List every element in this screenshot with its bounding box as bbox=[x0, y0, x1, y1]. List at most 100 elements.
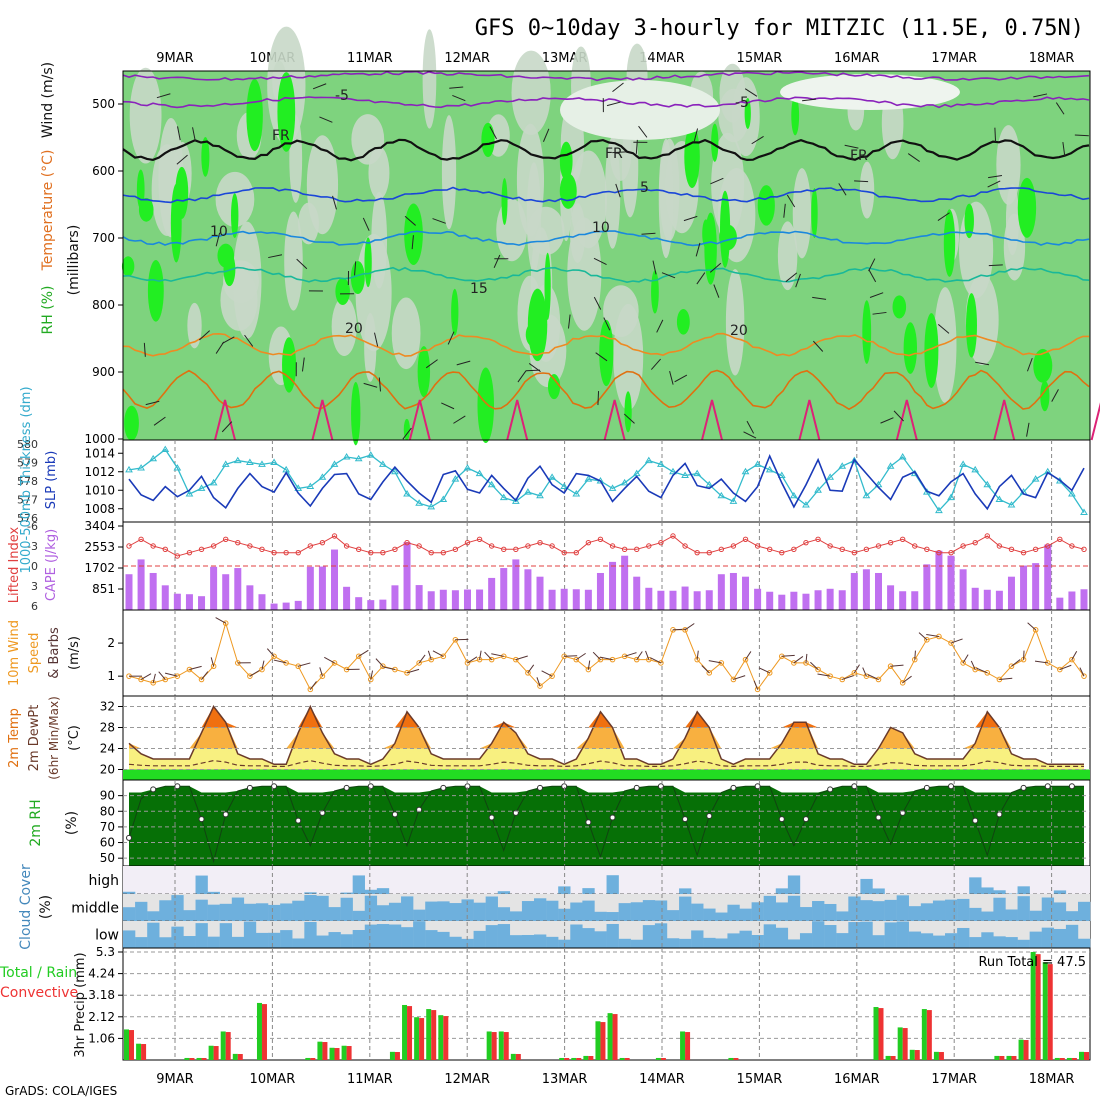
wind-barb bbox=[838, 183, 847, 196]
li-point bbox=[742, 536, 749, 543]
date-label-bottom: 12MAR bbox=[444, 1072, 490, 1087]
contour-label: 5 bbox=[640, 180, 649, 196]
rh-dry-patch bbox=[284, 211, 303, 311]
cape-bar bbox=[778, 594, 786, 610]
cape-bar bbox=[802, 593, 810, 610]
date-label-bottom: 15MAR bbox=[737, 1072, 783, 1087]
li-point bbox=[198, 546, 205, 553]
tick-label: 800 bbox=[92, 298, 115, 312]
li-point bbox=[488, 543, 495, 549]
wind-barb-10m bbox=[914, 650, 916, 660]
li-point bbox=[247, 543, 253, 549]
wind-barb-10m bbox=[515, 655, 528, 661]
li-point bbox=[875, 543, 882, 549]
wind-barb bbox=[713, 284, 720, 298]
cloud-bar bbox=[993, 890, 1006, 894]
precip-conv-bar bbox=[261, 1004, 267, 1060]
cape-bar bbox=[343, 586, 351, 610]
rh-point bbox=[948, 783, 955, 790]
wind-point bbox=[851, 670, 858, 676]
wind-point bbox=[295, 663, 302, 670]
thickness-point bbox=[427, 502, 436, 510]
wind-barb bbox=[221, 336, 235, 344]
wind-point bbox=[283, 660, 289, 666]
contour-30c bbox=[214, 399, 236, 441]
rh-point bbox=[609, 814, 616, 821]
precip-total-bar bbox=[486, 1031, 492, 1060]
li-point bbox=[331, 533, 338, 539]
wind-point bbox=[174, 673, 181, 679]
wind-barb bbox=[802, 98, 817, 102]
wind-barb bbox=[177, 126, 181, 141]
precip-total-bar bbox=[1042, 962, 1048, 1060]
wind-barb-10m bbox=[672, 628, 686, 631]
cape-bar bbox=[596, 572, 604, 610]
wind-point bbox=[948, 640, 954, 646]
wind-point bbox=[440, 653, 447, 660]
cloud-bar bbox=[509, 911, 523, 921]
wind-barb bbox=[669, 371, 674, 385]
wind-point bbox=[960, 660, 966, 666]
wind-barb bbox=[606, 101, 621, 107]
li-point bbox=[476, 536, 483, 543]
wind-barb bbox=[880, 417, 894, 424]
li-point bbox=[851, 549, 858, 556]
cape-bar bbox=[161, 585, 169, 610]
thickness-tick-label: 578 bbox=[17, 475, 38, 488]
cape-bar bbox=[742, 576, 750, 610]
cape-bar bbox=[887, 585, 895, 610]
cape-bar bbox=[754, 588, 762, 610]
wind-point bbox=[646, 656, 652, 663]
wind-barb-10m bbox=[210, 657, 215, 667]
cape-bar bbox=[246, 585, 254, 610]
li-point bbox=[803, 539, 809, 546]
wind-barb bbox=[244, 334, 254, 347]
wind-barb bbox=[153, 416, 166, 426]
contour-label: 15 bbox=[470, 281, 488, 297]
wind-barb bbox=[641, 232, 656, 235]
tick-label: 500 bbox=[92, 97, 115, 111]
thickness-point bbox=[391, 467, 399, 475]
wind-barb bbox=[696, 272, 706, 285]
cloud-bar bbox=[388, 902, 402, 921]
precip-conv-bar bbox=[999, 1056, 1005, 1060]
precip-conv-bar bbox=[1084, 1052, 1089, 1060]
li-point bbox=[754, 543, 761, 549]
date-label-bottom: 17MAR bbox=[931, 1072, 977, 1087]
cloud-bar bbox=[280, 903, 293, 921]
cape-bar bbox=[476, 589, 484, 610]
rh-point bbox=[706, 812, 713, 819]
wind-point bbox=[271, 653, 277, 660]
wind-barb bbox=[1074, 134, 1089, 137]
rh-point bbox=[174, 783, 181, 790]
thickness-point bbox=[971, 465, 980, 473]
thickness-point bbox=[209, 478, 218, 486]
wind-barb bbox=[362, 217, 370, 231]
rh-dry-patch bbox=[725, 269, 745, 376]
cloud-bar bbox=[376, 888, 390, 894]
rh-point bbox=[198, 816, 205, 823]
wind-barb bbox=[542, 128, 550, 142]
tick-label: 1014 bbox=[84, 446, 115, 460]
precip-conv-bar bbox=[1023, 1040, 1029, 1060]
wind-barb bbox=[449, 86, 464, 89]
rh-moist-patch bbox=[757, 185, 775, 226]
li-point bbox=[392, 546, 398, 553]
wind-point bbox=[307, 686, 314, 693]
cloud-bar bbox=[594, 911, 607, 921]
tick-label: 2.12 bbox=[88, 1010, 115, 1024]
wind-barb-10m bbox=[758, 667, 770, 674]
tick-label: 900 bbox=[92, 365, 115, 379]
tick-label: 32 bbox=[100, 700, 115, 714]
cloud-bar bbox=[195, 875, 208, 894]
cloud-bar bbox=[340, 892, 353, 894]
cloud-bar bbox=[679, 938, 692, 948]
cloud-bar bbox=[932, 900, 946, 921]
li-point bbox=[972, 539, 978, 546]
thickness-point bbox=[403, 489, 411, 497]
cloud-bar bbox=[425, 930, 438, 948]
cape-bar bbox=[621, 555, 629, 610]
rh-point bbox=[1068, 783, 1075, 790]
li-point bbox=[501, 546, 507, 553]
rh-moist-patch bbox=[684, 125, 700, 188]
